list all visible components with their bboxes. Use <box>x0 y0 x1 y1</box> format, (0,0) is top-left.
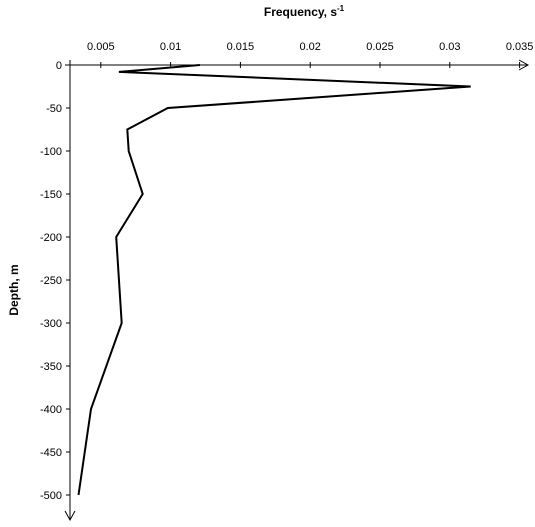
x-tick-label: 0.015 <box>227 41 255 53</box>
y-tick-label: -500 <box>40 490 62 502</box>
x-axis-arrow <box>518 59 530 71</box>
y-axis-title: Depth, m <box>7 264 21 315</box>
x-tick-label: 0.02 <box>299 41 320 53</box>
x-axis-title-superscript: -1 <box>337 4 345 13</box>
x-tick-label: 0.01 <box>160 41 181 53</box>
y-tick-label: -50 <box>46 103 62 115</box>
y-tick-label: -250 <box>40 275 62 287</box>
x-tick-label: 0.025 <box>366 41 394 53</box>
y-axis-ticks: 0 -50 -100 -150 -200 -250 -300 -350 -400 -450 -500 <box>40 60 70 502</box>
series-line <box>77 64 471 496</box>
y-tick-label: 0 <box>56 60 62 72</box>
y-tick-label: -150 <box>40 189 62 201</box>
x-tick-label: 0.005 <box>87 41 115 53</box>
y-tick-label: -350 <box>40 361 62 373</box>
y-axis-arrow <box>64 510 76 522</box>
y-tick-label: -100 <box>40 146 62 158</box>
y-tick-label: -300 <box>40 318 62 330</box>
y-tick-label: -400 <box>40 404 62 416</box>
series-group <box>77 64 471 496</box>
x-axis-title: Frequency, s-1 <box>264 4 345 19</box>
x-tick-label: 0.03 <box>439 41 460 53</box>
y-tick-label: -200 <box>40 232 62 244</box>
y-tick-label: -450 <box>40 447 62 459</box>
x-tick-label: 0.035 <box>506 41 534 53</box>
x-axis-title-text: Frequency, s <box>264 5 337 19</box>
x-axis-ticks: 0.005 0.01 0.015 0.02 0.025 0.03 0.035 <box>87 41 533 68</box>
